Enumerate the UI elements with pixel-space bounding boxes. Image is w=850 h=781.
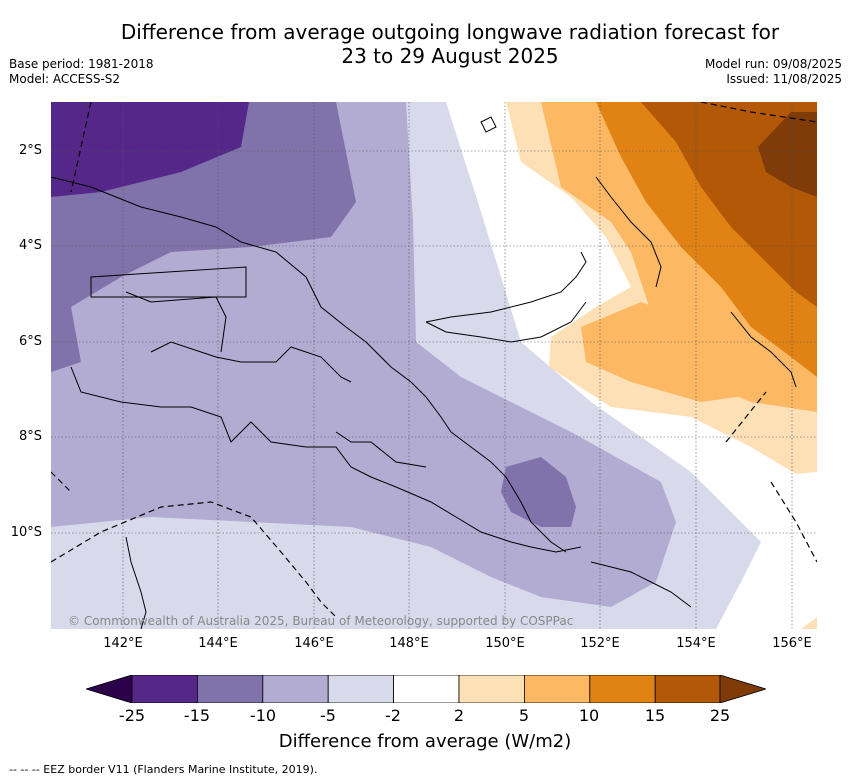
coastlines xyxy=(51,116,797,629)
issued-date: Issued: 11/08/2025 xyxy=(726,72,842,86)
lon-label: 148°E xyxy=(389,636,429,651)
eez-borders xyxy=(51,102,817,618)
colorbar-tick: 2 xyxy=(453,706,465,725)
colorbar-cell xyxy=(589,674,656,704)
colorbar-cell xyxy=(458,674,525,704)
colorbar xyxy=(84,674,768,704)
eez-border-ne xyxy=(700,102,817,123)
map-title: Difference from average outgoing longwav… xyxy=(100,20,800,68)
title-line-1: Difference from average outgoing longwav… xyxy=(120,20,780,44)
colorbar-extend-low xyxy=(84,674,133,704)
map-svg xyxy=(51,102,817,629)
lon-label: 154°E xyxy=(676,636,716,651)
colorbar-tick: -2 xyxy=(385,706,401,725)
lon-label: 146°E xyxy=(294,636,334,651)
lat-label: 6°S xyxy=(18,334,42,349)
new-britain xyxy=(425,251,587,343)
eez-border-se xyxy=(725,391,767,443)
graticule xyxy=(51,102,817,629)
colorbar-cell xyxy=(327,674,394,704)
model-run: Model run: 09/08/2025 xyxy=(704,57,842,71)
colorbar-tick: -25 xyxy=(118,706,146,725)
colorbar-tick: 25 xyxy=(709,706,731,725)
eez-legend-footer: -- -- -- EEZ border V11 (Flanders Marine… xyxy=(9,763,318,776)
colorbar-tick: 5 xyxy=(518,706,530,725)
colorbar-tick: -15 xyxy=(183,706,211,725)
model-name: Model: ACCESS-S2 xyxy=(9,72,121,86)
lat-label: 10°S xyxy=(10,525,42,540)
colorbar-cell xyxy=(262,674,329,704)
colorbar-tick: 15 xyxy=(644,706,666,725)
colorbar-cell xyxy=(393,674,460,704)
colorbar-tick: -10 xyxy=(249,706,277,725)
new-guinea-north-coast xyxy=(51,176,452,433)
title-line-2: 23 to 29 August 2025 xyxy=(341,44,559,68)
zone-minus-15-to-minus-25 xyxy=(51,102,249,197)
lon-label: 150°E xyxy=(485,636,525,651)
zone-above-plus-25 xyxy=(758,112,817,197)
province-border-3 xyxy=(125,291,227,353)
new-ireland xyxy=(595,176,662,288)
eez-border-se2 xyxy=(770,481,817,563)
province-border-4 xyxy=(335,431,427,468)
province-border-1 xyxy=(90,266,247,298)
new-guinea-south-coast xyxy=(70,366,582,553)
colorbar-cell xyxy=(523,674,591,704)
lat-label: 4°S xyxy=(18,238,42,253)
lon-label: 152°E xyxy=(580,636,620,651)
province-border-2 xyxy=(150,341,352,383)
colorbar-title: Difference from average (W/m2) xyxy=(278,731,572,752)
papuan-peninsula xyxy=(450,431,567,553)
lat-label: 2°S xyxy=(18,143,42,158)
zone-minus-5-mid xyxy=(261,432,351,477)
colorbar-cell xyxy=(131,674,198,704)
copyright-notice: © Commonwealth of Australia 2025, Bureau… xyxy=(68,614,574,628)
island-chain-south xyxy=(590,561,692,608)
colorbar-tick: -5 xyxy=(320,706,336,725)
eez-border-w xyxy=(51,471,72,493)
colorbar-extend-high xyxy=(719,674,768,704)
lat-label: 8°S xyxy=(18,429,42,444)
colorbar-tick: 10 xyxy=(578,706,600,725)
cape-york xyxy=(125,536,147,629)
meta-left: Base period: 1981-2018 Model: ACCESS-S2 xyxy=(9,57,154,87)
eez-border-nw xyxy=(70,102,92,193)
meta-right: Model run: 09/08/2025 Issued: 11/08/2025 xyxy=(705,57,842,87)
colorbar-svg xyxy=(84,674,768,704)
map-area xyxy=(51,102,817,629)
colorbar-cell xyxy=(654,674,721,704)
manus-island xyxy=(480,116,497,133)
zone-plus-2-bottom-right xyxy=(801,617,817,629)
zone-plus-5-south xyxy=(581,302,771,402)
lon-label: 156°E xyxy=(772,636,812,651)
lon-label: 142°E xyxy=(103,636,143,651)
base-period: Base period: 1981-2018 xyxy=(9,57,154,71)
zone-minus-10-south xyxy=(501,457,576,527)
colorbar-cell xyxy=(197,674,264,704)
bougainville xyxy=(730,311,797,388)
lon-label: 144°E xyxy=(198,636,238,651)
